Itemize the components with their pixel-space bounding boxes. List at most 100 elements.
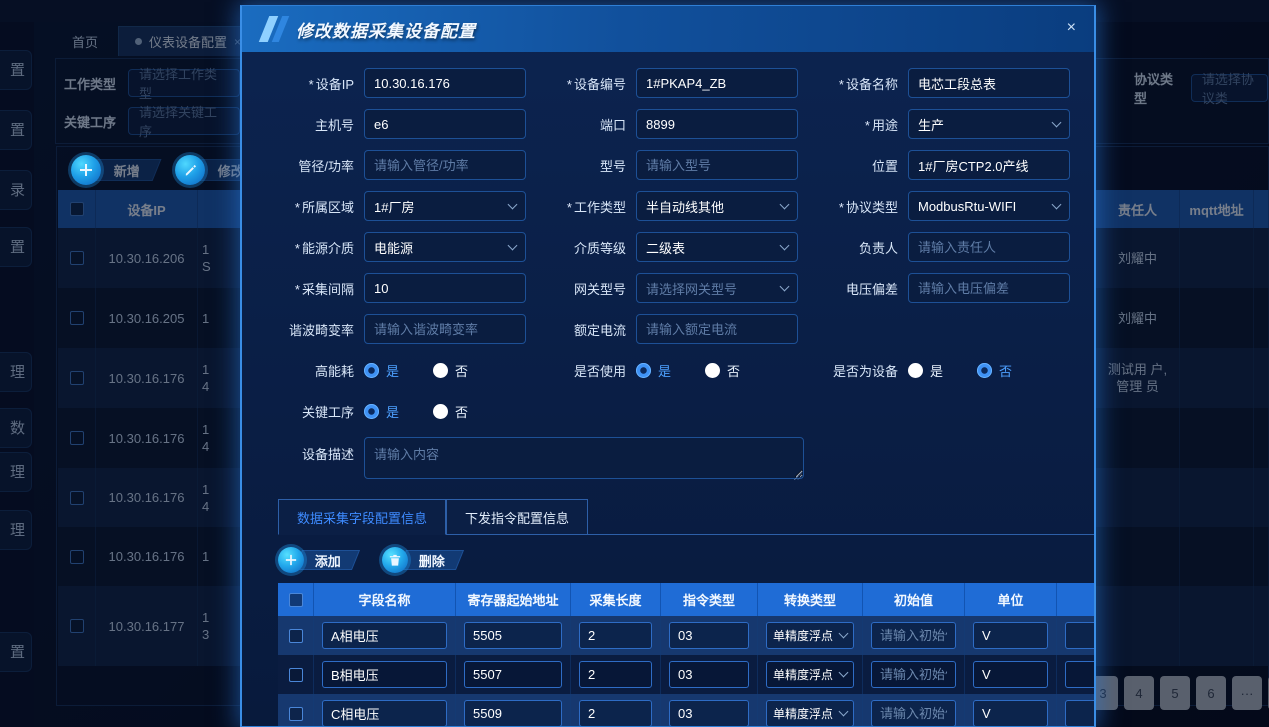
initial-value-input[interactable]: [871, 622, 956, 649]
command-type-input[interactable]: [669, 700, 749, 726]
radio-no[interactable]: 否: [977, 361, 1012, 380]
add-field-button[interactable]: 添加: [278, 547, 361, 573]
usage-select[interactable]: 生产: [908, 109, 1070, 139]
required-mark: *: [294, 199, 300, 215]
field-label: 管径/功率: [298, 158, 354, 174]
host-number-input[interactable]: [364, 109, 526, 139]
protocol-select[interactable]: ModbusRtu-WIFI: [908, 191, 1070, 221]
extra-input[interactable]: [1065, 622, 1094, 649]
field-label: 设备编号: [573, 76, 626, 92]
description-label: 设备描述: [301, 447, 354, 462]
radio-yes[interactable]: 是: [636, 361, 671, 380]
radio-no[interactable]: 否: [433, 361, 468, 380]
radio-label: 是: [386, 363, 400, 379]
field-label: 所属区域: [301, 199, 354, 215]
extra-input[interactable]: [1065, 661, 1094, 688]
field-row[interactable]: 单精度浮点: [278, 616, 1094, 655]
area-select[interactable]: 1#厂房: [364, 191, 526, 221]
command-type-input[interactable]: [669, 661, 749, 688]
row-checkbox[interactable]: [288, 706, 303, 721]
plus-icon: [278, 547, 304, 573]
device-ip-input[interactable]: [364, 68, 526, 98]
edit-device-button[interactable]: 修改: [175, 155, 266, 185]
work-type-select[interactable]: 半自动线其他: [636, 191, 798, 221]
register-addr-input[interactable]: [464, 622, 562, 649]
field-row[interactable]: 单精度浮点: [278, 655, 1094, 694]
radio-label: 否: [455, 363, 469, 379]
field-name-input[interactable]: [322, 661, 447, 688]
field-label: 端口: [599, 117, 626, 133]
field-actions: 添加 删除: [278, 547, 1094, 573]
unit-input[interactable]: [973, 661, 1048, 688]
location-input[interactable]: [908, 150, 1070, 180]
convert-type-select[interactable]: 单精度浮点: [766, 661, 854, 688]
register-addr-input[interactable]: [464, 661, 562, 688]
rated-current-input[interactable]: [636, 314, 798, 344]
field-config-table: 字段名称 寄存器起始地址 采集长度 指令类型 转换类型 初始值 单位 单精度浮点: [278, 583, 1094, 726]
collect-length-input[interactable]: [579, 700, 652, 726]
radio-no[interactable]: 否: [705, 361, 740, 380]
radio-no[interactable]: 否: [433, 402, 468, 421]
radio-off-icon: [433, 403, 449, 419]
radio-off-icon: [908, 362, 923, 378]
owner-input[interactable]: [908, 232, 1070, 262]
initial-value-input[interactable]: [871, 661, 956, 688]
chevron-down-icon: [838, 667, 849, 678]
model-input[interactable]: [636, 150, 798, 180]
collect-length-input[interactable]: [579, 622, 652, 649]
required-mark: *: [864, 117, 870, 133]
field-name-input[interactable]: [322, 700, 447, 726]
col-convert-type: 转换类型: [758, 583, 863, 616]
delete-field-button[interactable]: 删除: [382, 547, 465, 573]
radio-yes[interactable]: 是: [364, 402, 399, 421]
add-device-button[interactable]: 新增: [71, 155, 162, 185]
protocol-value: ModbusRtu-WIFI: [918, 198, 1017, 214]
chevron-down-icon: [838, 706, 849, 717]
field-label: 网关型号: [573, 281, 626, 297]
device-name-input[interactable]: [908, 68, 1070, 98]
convert-type-select[interactable]: 单精度浮点: [766, 622, 854, 649]
description-textarea[interactable]: [364, 437, 804, 479]
voltage-deviation-input[interactable]: [908, 273, 1070, 303]
radio-yes[interactable]: 是: [908, 361, 943, 380]
field-label: 主机号: [314, 117, 354, 133]
energy-medium-select[interactable]: 电能源: [364, 232, 526, 262]
close-icon[interactable]: ×: [1066, 19, 1076, 36]
plus-icon: [71, 155, 101, 185]
device-code-input[interactable]: [636, 68, 798, 98]
radio-on-icon: [636, 362, 651, 378]
tab-command-config[interactable]: 下发指令配置信息: [446, 499, 589, 535]
tab-field-config[interactable]: 数据采集字段配置信息: [278, 499, 447, 535]
tab-field-config-label: 数据采集字段配置信息: [297, 510, 428, 526]
port-input[interactable]: [636, 109, 798, 139]
register-addr-input[interactable]: [464, 700, 562, 726]
unit-input[interactable]: [973, 622, 1048, 649]
pipe-power-input[interactable]: [364, 150, 526, 180]
field-label: 用途: [871, 117, 898, 133]
select-all-checkbox[interactable]: [288, 592, 303, 607]
chevron-down-icon: [507, 199, 518, 209]
command-type-input[interactable]: [669, 622, 749, 649]
tab-command-config-label: 下发指令配置信息: [465, 510, 570, 526]
col-unit: 单位: [965, 583, 1057, 616]
harmonic-distortion-input[interactable]: [364, 314, 526, 344]
collect-length-input[interactable]: [579, 661, 652, 688]
radio-on-icon: [364, 362, 379, 378]
gateway-model-select[interactable]: 请选择网关型号: [636, 273, 798, 303]
radio-yes[interactable]: 是: [364, 361, 399, 380]
initial-value-input[interactable]: [871, 700, 956, 726]
medium-level-select[interactable]: 二级表: [636, 232, 798, 262]
collect-interval-input[interactable]: [364, 273, 526, 303]
field-row[interactable]: 单精度浮点: [278, 694, 1094, 726]
convert-type-select[interactable]: 单精度浮点: [766, 700, 854, 726]
col-field-name: 字段名称: [314, 583, 456, 616]
extra-input[interactable]: [1065, 700, 1094, 726]
radio-label: 是: [386, 404, 400, 420]
chevron-down-icon: [779, 281, 790, 291]
row-checkbox[interactable]: [288, 628, 303, 643]
row-checkbox[interactable]: [288, 667, 303, 682]
area-value: 1#厂房: [374, 199, 415, 215]
unit-input[interactable]: [973, 700, 1048, 726]
chevron-down-icon: [1051, 199, 1062, 209]
field-name-input[interactable]: [322, 622, 447, 649]
